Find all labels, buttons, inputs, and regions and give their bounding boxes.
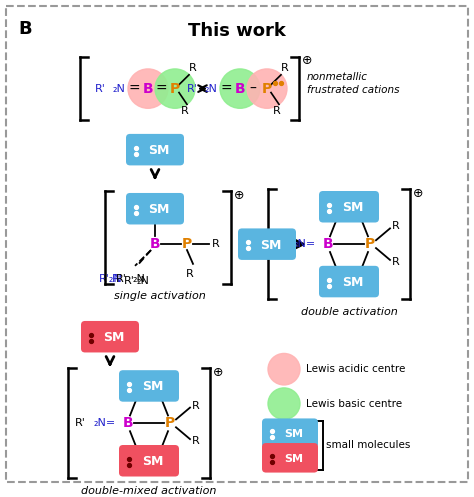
Text: single activation: single activation — [114, 291, 206, 301]
Text: R: R — [281, 63, 289, 73]
Text: ₂N: ₂N — [205, 83, 218, 93]
Text: ⊕: ⊕ — [302, 54, 312, 67]
Text: SM: SM — [142, 455, 164, 468]
Text: R: R — [192, 401, 200, 411]
Text: R: R — [392, 257, 400, 267]
Text: ₂N: ₂N — [133, 274, 146, 284]
Text: small molecules: small molecules — [326, 440, 410, 450]
Circle shape — [268, 388, 300, 419]
Text: double-mixed activation: double-mixed activation — [82, 487, 217, 497]
Text: R': R' — [187, 83, 198, 93]
Text: –: – — [250, 82, 256, 95]
Text: =: = — [220, 82, 232, 95]
Text: R: R — [273, 106, 281, 116]
Text: P: P — [170, 82, 180, 95]
FancyBboxPatch shape — [6, 6, 468, 483]
FancyBboxPatch shape — [262, 443, 318, 473]
Text: R'₂N: R'₂N — [99, 274, 123, 284]
FancyBboxPatch shape — [119, 445, 179, 477]
Text: SM: SM — [148, 203, 170, 216]
FancyBboxPatch shape — [126, 134, 184, 166]
Text: R: R — [192, 436, 200, 446]
Text: ₂N: ₂N — [137, 276, 150, 286]
Circle shape — [268, 353, 300, 385]
Text: R: R — [186, 269, 194, 279]
Text: B: B — [143, 82, 153, 95]
Text: ⊕: ⊕ — [234, 189, 245, 202]
Text: ⊕: ⊕ — [213, 366, 224, 379]
Text: Lewis basic centre: Lewis basic centre — [306, 399, 402, 409]
Text: SM: SM — [284, 429, 303, 439]
Circle shape — [155, 69, 195, 108]
Text: SM: SM — [260, 239, 282, 251]
Text: SM: SM — [342, 276, 364, 289]
Text: =: = — [155, 82, 167, 95]
Text: P: P — [182, 237, 192, 251]
Text: R': R' — [124, 276, 135, 286]
Text: SM: SM — [142, 380, 164, 394]
Text: SM: SM — [284, 454, 303, 464]
Text: SM: SM — [342, 201, 364, 214]
Text: Lewis acidic centre: Lewis acidic centre — [306, 364, 405, 374]
Text: R: R — [212, 239, 220, 249]
FancyBboxPatch shape — [262, 418, 318, 448]
Text: B: B — [235, 82, 246, 95]
Text: R': R' — [116, 274, 127, 284]
FancyBboxPatch shape — [81, 321, 139, 352]
Text: nonmetallic
frustrated cations: nonmetallic frustrated cations — [307, 72, 400, 95]
Text: R: R — [392, 222, 400, 232]
Text: R': R' — [75, 418, 86, 428]
Text: P: P — [165, 416, 175, 430]
Text: P: P — [262, 82, 272, 95]
Text: B: B — [323, 237, 333, 251]
Text: ₂N=: ₂N= — [294, 239, 316, 249]
Text: B: B — [18, 20, 32, 38]
Text: SM: SM — [148, 144, 170, 157]
Text: R': R' — [275, 239, 286, 249]
Text: ₂N: ₂N — [113, 83, 126, 93]
FancyBboxPatch shape — [126, 193, 184, 225]
Text: P: P — [365, 237, 375, 251]
Circle shape — [220, 69, 260, 108]
Text: B: B — [150, 237, 160, 251]
Text: double activation: double activation — [301, 307, 397, 317]
Text: ⊕: ⊕ — [413, 187, 423, 200]
FancyBboxPatch shape — [319, 266, 379, 297]
FancyBboxPatch shape — [119, 370, 179, 402]
Text: R': R' — [94, 83, 105, 93]
Text: R: R — [181, 106, 189, 116]
FancyBboxPatch shape — [238, 229, 296, 260]
Text: This work: This work — [188, 22, 286, 40]
Text: ₂N=: ₂N= — [94, 418, 116, 428]
Text: =: = — [128, 82, 140, 95]
Text: SM: SM — [103, 331, 125, 344]
Circle shape — [247, 69, 287, 108]
Circle shape — [128, 69, 168, 108]
FancyBboxPatch shape — [319, 191, 379, 223]
Text: R': R' — [112, 274, 123, 284]
Text: R: R — [189, 63, 197, 73]
Text: B: B — [123, 416, 133, 430]
